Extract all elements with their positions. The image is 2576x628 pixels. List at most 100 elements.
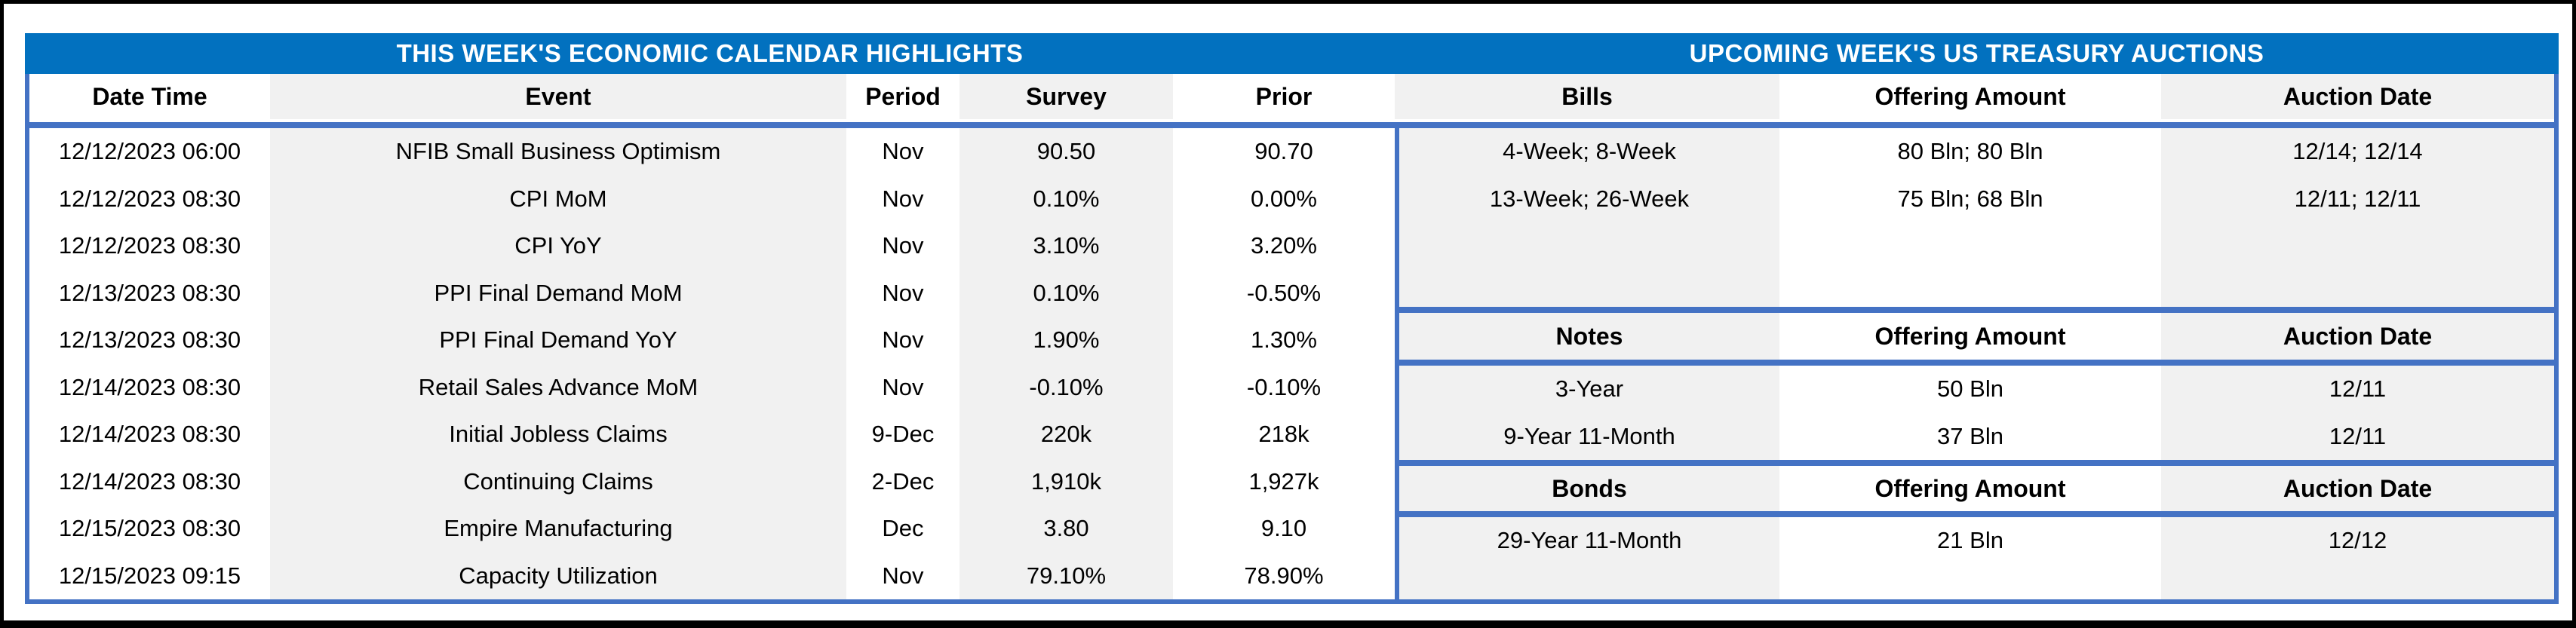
cell-prior: -0.10% [1173, 363, 1395, 411]
col-header-prior: Prior [1173, 74, 1395, 119]
cell-date-time: 12/13/2023 08:30 [29, 269, 270, 317]
cell-offering-amount: 50 Bln [1779, 366, 2161, 413]
col-header-survey: Survey [959, 74, 1173, 119]
section-header-auction-date: Auction Date [2161, 313, 2554, 360]
section-header-offering-amount: Offering Amount [1779, 313, 2161, 360]
header-divider-line [29, 122, 2554, 128]
cell-offering-amount: 21 Bln [1779, 517, 2161, 564]
cell-event: Empire Manufacturing [270, 505, 846, 553]
cell-period: 9-Dec [846, 411, 959, 458]
cell-prior: 1,927k [1173, 458, 1395, 505]
table-row: 12/14/2023 08:30 Retail Sales Advance Mo… [29, 363, 1395, 411]
cell-event: PPI Final Demand MoM [270, 269, 846, 317]
table-body: 12/12/2023 06:00 NFIB Small Business Opt… [29, 128, 2554, 599]
cell-prior: 0.00% [1173, 175, 1395, 222]
cell-security: 29-Year 11-Month [1399, 517, 1779, 564]
cell-auction-date: 12/12 [2161, 517, 2554, 564]
cell-period: Nov [846, 363, 959, 411]
cell-event: Initial Jobless Claims [270, 411, 846, 458]
cell-prior: 3.20% [1173, 222, 1395, 270]
cell-period: Nov [846, 128, 959, 176]
col-header-offering-amount: Offering Amount [1779, 74, 2161, 119]
cell-offering-amount: 37 Bln [1779, 412, 2161, 460]
cell-period: Nov [846, 222, 959, 270]
cell-security: 3-Year [1399, 366, 1779, 413]
section-header-auction-date: Auction Date [2161, 466, 2554, 511]
cell-survey: 1,910k [959, 458, 1173, 505]
cell-auction-date: 12/11; 12/11 [2161, 175, 2554, 222]
section-header-notes: Notes [1399, 313, 1779, 360]
treasury-auctions-table: 4-Week; 8-Week 80 Bln; 80 Bln 12/14; 12/… [1399, 128, 2554, 599]
cell-date-time: 12/13/2023 08:30 [29, 317, 270, 364]
cell-prior: 9.10 [1173, 505, 1395, 553]
tables-container: THIS WEEK'S ECONOMIC CALENDAR HIGHLIGHTS… [25, 33, 2559, 604]
cell-offering-amount: 80 Bln; 80 Bln [1779, 128, 2161, 176]
cell-survey: 3.10% [959, 222, 1173, 270]
cell-offering-amount: 75 Bln; 68 Bln [1779, 175, 2161, 222]
cell-auction-date: 12/14; 12/14 [2161, 128, 2554, 176]
table-row: 12/12/2023 08:30 CPI YoY Nov 3.10% 3.20% [29, 222, 1395, 270]
cell-survey: 0.10% [959, 175, 1173, 222]
cell-survey: 0.10% [959, 269, 1173, 317]
table-row: 12/13/2023 08:30 PPI Final Demand MoM No… [29, 269, 1395, 317]
cell-survey: 1.90% [959, 317, 1173, 364]
col-header-auction-date: Auction Date [2161, 74, 2554, 119]
cell-event: PPI Final Demand YoY [270, 317, 846, 364]
cell-period: Dec [846, 505, 959, 553]
bills-section-filler [1399, 222, 2554, 307]
section-header-bonds: Bonds [1399, 466, 1779, 511]
table-grid: Date Time Event Period Survey Prior Bill… [25, 74, 2559, 604]
cell-date-time: 12/15/2023 09:15 [29, 552, 270, 599]
auctions-title: UPCOMING WEEK'S US TREASURY AUCTIONS [1689, 39, 2264, 67]
cell-date-time: 12/14/2023 08:30 [29, 363, 270, 411]
cell-date-time: 12/12/2023 06:00 [29, 128, 270, 176]
bonds-header-underline [1399, 511, 2554, 517]
column-header-row: Date Time Event Period Survey Prior Bill… [29, 74, 2554, 119]
section-header-offering-amount: Offering Amount [1779, 466, 2161, 511]
economic-calendar-table: 12/12/2023 06:00 NFIB Small Business Opt… [29, 128, 1395, 599]
cell-survey: 79.10% [959, 552, 1173, 599]
cell-prior: 90.70 [1173, 128, 1395, 176]
cell-prior: 1.30% [1173, 317, 1395, 364]
notes-header-underline [1399, 360, 2554, 366]
cell-date-time: 12/12/2023 08:30 [29, 222, 270, 270]
cell-survey: 220k [959, 411, 1173, 458]
cell-survey: -0.10% [959, 363, 1173, 411]
cell-event: Retail Sales Advance MoM [270, 363, 846, 411]
cell-period: 2-Dec [846, 458, 959, 505]
cell-period: Nov [846, 552, 959, 599]
cell-date-time: 12/15/2023 08:30 [29, 505, 270, 553]
cell-period: Nov [846, 269, 959, 317]
cell-date-time: 12/14/2023 08:30 [29, 458, 270, 505]
cell-security: 13-Week; 26-Week [1399, 175, 1779, 222]
col-header-bills: Bills [1395, 74, 1779, 119]
notes-header-row: Notes Offering Amount Auction Date [1399, 313, 2554, 360]
table-row: 12/13/2023 08:30 PPI Final Demand YoY No… [29, 317, 1395, 364]
cell-date-time: 12/12/2023 08:30 [29, 175, 270, 222]
cell-auction-date: 12/11 [2161, 366, 2554, 413]
cell-auction-date: 12/11 [2161, 412, 2554, 460]
cell-security: 9-Year 11-Month [1399, 412, 1779, 460]
cell-period: Nov [846, 175, 959, 222]
cell-prior: -0.50% [1173, 269, 1395, 317]
table-row: 12/15/2023 08:30 Empire Manufacturing De… [29, 505, 1395, 553]
table-row: 12/14/2023 08:30 Continuing Claims 2-Dec… [29, 458, 1395, 505]
table-row: 12/15/2023 09:15 Capacity Utilization No… [29, 552, 1395, 599]
bonds-section-filler [1399, 564, 2554, 599]
table-row: 12/14/2023 08:30 Initial Jobless Claims … [29, 411, 1395, 458]
cell-event: CPI YoY [270, 222, 846, 270]
notes-row: 3-Year 50 Bln 12/11 [1399, 366, 2554, 413]
title-band: THIS WEEK'S ECONOMIC CALENDAR HIGHLIGHTS… [25, 33, 2559, 74]
cell-prior: 78.90% [1173, 552, 1395, 599]
cell-event: NFIB Small Business Optimism [270, 128, 846, 176]
notes-row: 9-Year 11-Month 37 Bln 12/11 [1399, 412, 2554, 460]
center-table-divider [1395, 128, 1399, 599]
col-header-period: Period [846, 74, 959, 119]
header-seam [29, 119, 2554, 122]
cell-prior: 218k [1173, 411, 1395, 458]
bills-row: 4-Week; 8-Week 80 Bln; 80 Bln 12/14; 12/… [1399, 128, 2554, 176]
col-header-event: Event [270, 74, 846, 119]
bills-row: 13-Week; 26-Week 75 Bln; 68 Bln 12/11; 1… [1399, 175, 2554, 222]
col-header-date-time: Date Time [29, 74, 270, 119]
